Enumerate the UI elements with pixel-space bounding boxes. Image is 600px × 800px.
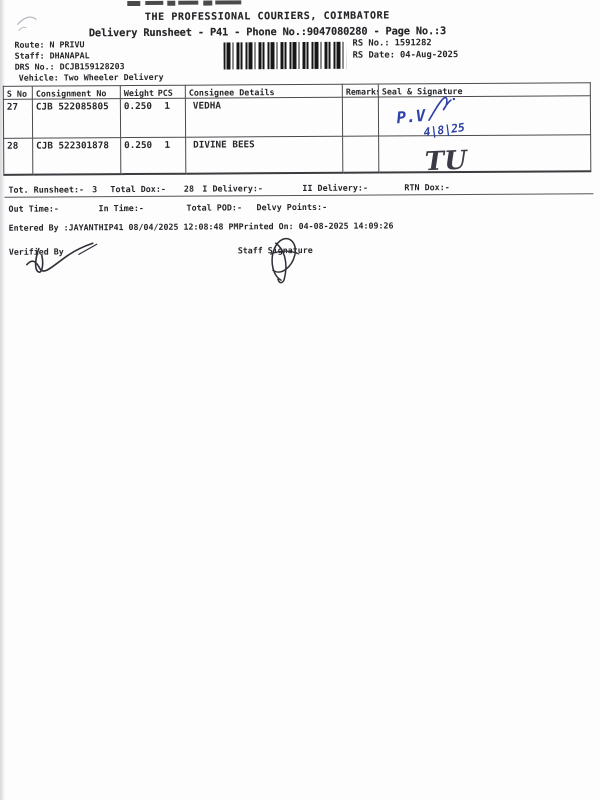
staff-value: DHANAPAL xyxy=(49,50,90,61)
remarks-cell xyxy=(342,97,379,137)
cutoff-text-icon xyxy=(127,0,242,7)
weight-value: 0.250 xyxy=(124,139,153,152)
total-dox-field: Total Dox:- 28 xyxy=(110,184,194,195)
weight-pcs-cell: 0.250 1 xyxy=(120,98,186,138)
total-pod-field: Total POD:- xyxy=(187,202,251,212)
drs-number-field: DRS No.: DCJB159128203 xyxy=(15,61,125,72)
consignee-cell: DIVINE BEES xyxy=(185,136,343,174)
drs-label: DRS No.: xyxy=(14,61,55,72)
header-consignee-details: Consignee Details xyxy=(185,84,343,99)
staff-label: Staff: xyxy=(14,50,45,61)
header-remarks: Remarks xyxy=(342,84,379,98)
header-weight: Weight xyxy=(123,87,155,99)
tot-runsheet-field: Tot. Runsheet:- 3 xyxy=(8,184,97,195)
drs-barcode-icon xyxy=(223,41,347,70)
svg-text:4|8|25: 4|8|25 xyxy=(423,120,466,140)
ii-delivery-field: II Delivery:- xyxy=(302,183,376,193)
header-s-no: S No xyxy=(3,86,33,100)
pcs-value: 1 xyxy=(164,139,171,151)
in-time-label: In Time:- xyxy=(98,202,144,214)
s-no-cell: 27 xyxy=(3,99,33,139)
printed-on-field: Printed On: 04-08-2025 14:09:26 xyxy=(238,220,394,232)
table-row: 28 CJB 522301878 0.250 1 DIVINE BEES xyxy=(3,134,591,175)
tot-runsheet-label: Tot. Runsheet:- xyxy=(8,184,85,195)
rs-date-field: RS Date: 04-Aug-2025 xyxy=(353,50,459,61)
scan-edge-artifact xyxy=(0,0,5,800)
total-dox-label: Total Dox:- xyxy=(110,183,166,195)
receiver-signature-ink-row28: TU xyxy=(424,145,469,177)
vehicle-value: Two Wheeler Delivery xyxy=(63,71,164,83)
route-field: Route: N PRIVU xyxy=(15,39,85,49)
rs-date-label: RS Date: xyxy=(352,50,396,61)
vehicle-label: Vehicle: xyxy=(18,72,59,83)
header-weight-pcs: Weight PCS xyxy=(120,85,186,99)
route-value: N PRIVU xyxy=(49,39,85,50)
remarks-cell xyxy=(342,136,379,173)
svg-text:TU: TU xyxy=(424,145,469,177)
pcs-value: 1 xyxy=(164,100,170,112)
tot-runsheet-value: 3 xyxy=(92,184,98,195)
rs-number-field: RS No.: 1591282 xyxy=(353,38,432,48)
vehicle-field: Vehicle: Two Wheeler Delivery xyxy=(19,72,164,83)
rs-date-value: 04-Aug-2025 xyxy=(399,50,459,61)
staff-field: Staff: DHANAPAL xyxy=(15,50,90,60)
receiver-signature-ink-row27: P.V 4|8|25 xyxy=(396,96,466,140)
rtn-dox-label: RTN Dox:- xyxy=(404,182,450,193)
entered-by-field: Entered By :JAYANTHIP41 08/04/2025 12:08… xyxy=(8,221,239,233)
ii-delivery-label: II Delivery:- xyxy=(302,182,369,193)
consignment-no-cell: CJB 522301878 xyxy=(32,137,121,175)
rs-no-value: 1591282 xyxy=(394,38,432,49)
consignment-table: S No Consignment No Weight PCS Consignee … xyxy=(3,82,592,175)
consignment-no-cell: CJB 522085805 xyxy=(32,98,121,139)
in-time-field: In Time:- xyxy=(99,203,152,213)
route-label: Route: xyxy=(14,39,45,50)
delvy-points-field: Delvy Points:- xyxy=(257,202,336,212)
runsheet-document: THE PROFESSIONAL COURIERS, COIMBATORE De… xyxy=(3,0,594,284)
drs-value: DCJB159128203 xyxy=(59,61,125,72)
i-delivery-field: I Delivery:- xyxy=(202,183,271,193)
header-consignment-no: Consignment No xyxy=(32,85,121,100)
verified-by-signature-mark xyxy=(26,242,98,273)
document-title: THE PROFESSIONAL COURIERS, COIMBATORE xyxy=(144,10,390,23)
rs-no-label: RS No.: xyxy=(352,38,390,49)
consignee-cell: VEDHA xyxy=(185,97,343,138)
table-row: 27 CJB 522085805 0.250 1 VEDHA xyxy=(3,95,591,139)
header-pcs: PCS xyxy=(157,87,173,98)
weight-value: 0.250 xyxy=(123,100,152,113)
total-pod-label: Total POD:- xyxy=(186,202,243,213)
out-time-field: Out Time:- xyxy=(9,203,67,213)
svg-text:P.V: P.V xyxy=(396,106,428,128)
weight-pcs-cell: 0.250 1 xyxy=(120,137,186,174)
pencil-scribble-icon xyxy=(16,16,37,32)
i-delivery-label: I Delivery:- xyxy=(202,183,263,194)
staff-signature-mark xyxy=(270,237,300,284)
rtn-dox-field: RTN Dox:- xyxy=(404,182,457,192)
s-no-cell: 28 xyxy=(3,138,33,175)
out-time-label: Out Time:- xyxy=(8,203,59,214)
total-dox-value: 28 xyxy=(183,183,195,194)
delvy-points-label: Delvy Points:- xyxy=(256,201,328,213)
